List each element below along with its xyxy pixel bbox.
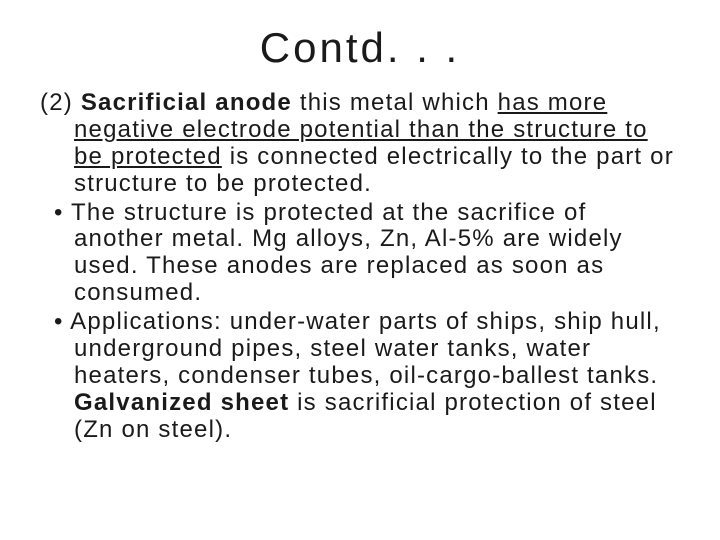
slide-body: (2) Sacrificial anode this metal which h… bbox=[40, 90, 680, 443]
b2-a: Applications: under-water parts of ships… bbox=[70, 308, 661, 389]
bullet-2: Applications: under-water parts of ships… bbox=[40, 309, 680, 443]
slide-title: Contd. . . bbox=[40, 24, 680, 72]
p1-mid: this metal which bbox=[292, 89, 498, 116]
bullet-1: The structure is protected at the sacrif… bbox=[40, 200, 680, 308]
p1-lead: (2) bbox=[40, 89, 81, 116]
slide: Contd. . . (2) Sacrificial anode this me… bbox=[0, 0, 720, 540]
b2-bold: Galvanized sheet bbox=[74, 389, 289, 416]
paragraph-1: (2) Sacrificial anode this metal which h… bbox=[40, 90, 680, 198]
p1-bold: Sacrificial anode bbox=[81, 89, 292, 116]
